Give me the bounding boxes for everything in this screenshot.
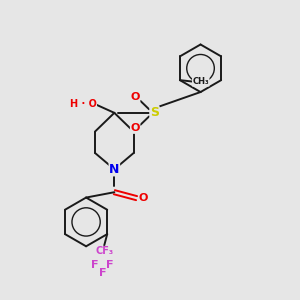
Text: F: F (106, 260, 114, 270)
Text: CF₃: CF₃ (96, 246, 114, 256)
Text: F: F (99, 268, 106, 278)
Text: N: N (109, 163, 119, 176)
Text: O: O (130, 92, 140, 102)
Text: O: O (130, 123, 140, 133)
Text: H · O: H · O (70, 99, 97, 109)
Text: O: O (139, 193, 148, 202)
Text: CH₃: CH₃ (192, 77, 209, 86)
Text: S: S (150, 106, 159, 119)
Text: F: F (91, 260, 98, 270)
